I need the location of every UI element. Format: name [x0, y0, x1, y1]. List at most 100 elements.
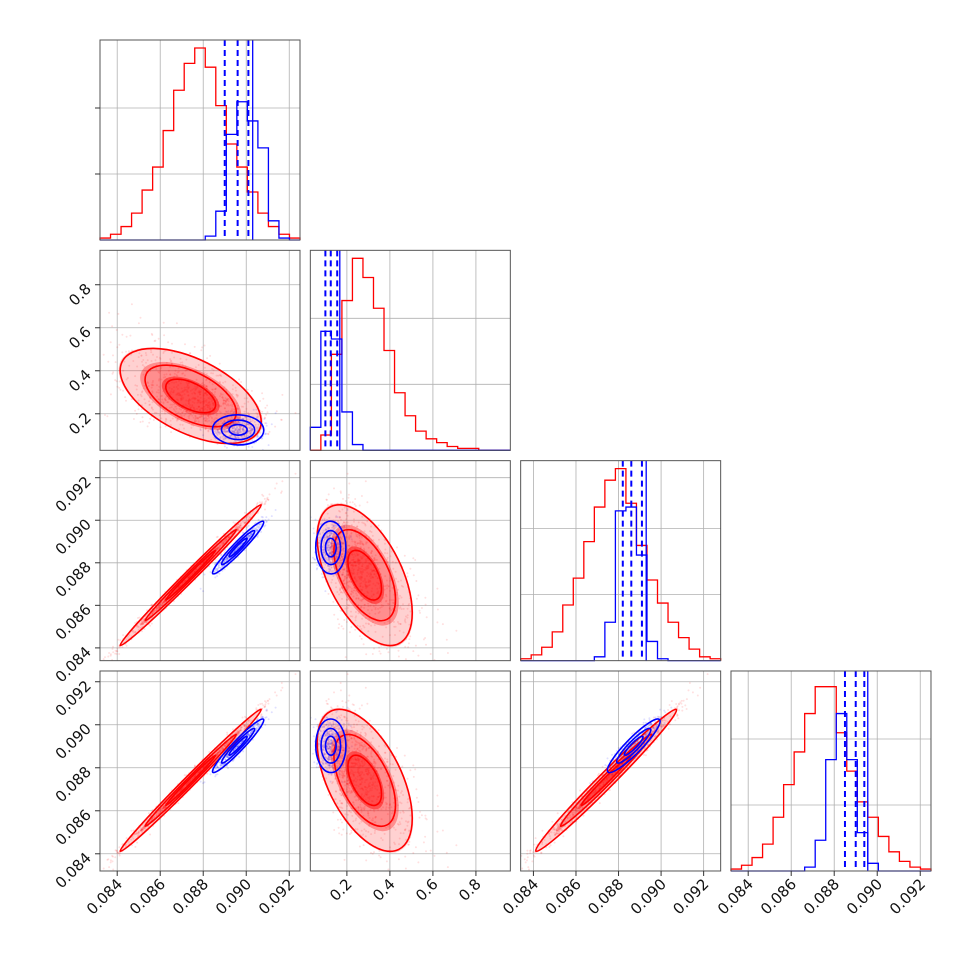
- scatter-point: [203, 399, 206, 402]
- scatter-point: [192, 397, 195, 400]
- scatter-point: [134, 631, 137, 634]
- scatter-point: [209, 398, 212, 400]
- scatter-point: [236, 431, 239, 434]
- scatter-point: [364, 523, 367, 526]
- scatter-point: [338, 516, 341, 519]
- scatter-point: [245, 716, 248, 719]
- scatter-point: [353, 576, 356, 578]
- scatter-point: [246, 416, 249, 419]
- scatter-point: [345, 582, 348, 585]
- scatter-point: [390, 550, 393, 553]
- scatter-point: [172, 408, 175, 410]
- scatter-point: [331, 546, 334, 549]
- scatter-point: [389, 634, 391, 637]
- scatter-point: [211, 420, 214, 423]
- scatter-point: [244, 435, 247, 438]
- scatter-point: [306, 528, 308, 530]
- scatter-point: [363, 568, 365, 571]
- scatter-point: [331, 558, 334, 561]
- scatter-point: [156, 606, 159, 609]
- scatter-point: [140, 828, 143, 831]
- scatter-point: [200, 415, 203, 418]
- scatter-point: [184, 343, 186, 346]
- scatter-point: [368, 562, 370, 565]
- scatter-point: [235, 426, 238, 429]
- scatter-point: [231, 427, 234, 429]
- scatter-point: [257, 525, 259, 528]
- scatter-point: [116, 851, 119, 854]
- scatter-point: [146, 359, 149, 362]
- scatter-point: [360, 589, 363, 592]
- scatter-point: [356, 573, 359, 576]
- scatter-point: [187, 576, 190, 579]
- scatter-point: [360, 536, 363, 539]
- scatter-point: [360, 547, 363, 550]
- scatter-point: [384, 542, 386, 545]
- scatter-point: [45, 251, 47, 253]
- scatter-point: [137, 626, 140, 628]
- scatter-point: [192, 396, 195, 399]
- scatter-point: [164, 349, 167, 352]
- scatter-point: [281, 480, 284, 483]
- scatter-point: [54, 210, 56, 212]
- scatter-point: [209, 409, 212, 412]
- scatter-point: [208, 400, 211, 403]
- scatter-point: [344, 523, 347, 526]
- scatter-point: [116, 346, 119, 349]
- scatter-point: [357, 604, 360, 607]
- scatter-point: [140, 354, 143, 357]
- scatter-point: [132, 360, 135, 362]
- scatter-point: [243, 511, 246, 514]
- scatter-point: [179, 361, 182, 364]
- scatter-point: [353, 561, 356, 564]
- scatter-point: [319, 533, 322, 536]
- scatter-point: [220, 747, 223, 750]
- scatter-point: [384, 575, 387, 578]
- scatter-point: [347, 574, 350, 577]
- scatter-point: [231, 403, 234, 406]
- scatter-point: [94, 873, 96, 875]
- scatter-point: [322, 552, 325, 555]
- scatter-point: [356, 594, 359, 597]
- scatter-point: [214, 391, 216, 393]
- scatter-point: [145, 621, 148, 624]
- scatter-point: [328, 552, 331, 555]
- scatter-point: [214, 424, 217, 426]
- scatter-point: [324, 590, 327, 593]
- scatter-point: [338, 561, 341, 564]
- scatter-point: [337, 553, 340, 556]
- scatter-point: [328, 534, 331, 537]
- scatter-point: [212, 413, 215, 416]
- scatter-point: [149, 624, 152, 627]
- scatter-point: [206, 420, 209, 423]
- scatter-point: [191, 572, 194, 575]
- scatter-point: [127, 840, 130, 843]
- scatter-point: [406, 572, 409, 575]
- scatter-point: [357, 542, 360, 545]
- scatter-point: [266, 699, 269, 702]
- scatter-point: [143, 826, 146, 829]
- scatter-point: [139, 393, 142, 396]
- scatter-point: [211, 417, 214, 420]
- scatter-point: [132, 837, 135, 840]
- scatter-point: [332, 561, 335, 564]
- scatter-point: [245, 423, 248, 426]
- scatter-point: [331, 533, 333, 535]
- scatter-point: [234, 386, 237, 389]
- scatter-point: [202, 382, 204, 384]
- scatter-point: [280, 418, 283, 421]
- scatter-point: [237, 430, 240, 433]
- scatter-point: [221, 748, 224, 751]
- scatter-point: [274, 509, 277, 511]
- scatter-point: [358, 559, 361, 562]
- scatter-point: [233, 411, 236, 413]
- scatter-point: [163, 387, 166, 390]
- scatter-point: [394, 634, 396, 636]
- scatter-point: [347, 575, 350, 578]
- scatter-point: [424, 596, 427, 599]
- scatter-point: [412, 650, 415, 653]
- scatter-point: [187, 399, 190, 402]
- scatter-point: [191, 405, 194, 408]
- scatter-point: [246, 423, 249, 426]
- panel-bg-3-0: [100, 670, 300, 871]
